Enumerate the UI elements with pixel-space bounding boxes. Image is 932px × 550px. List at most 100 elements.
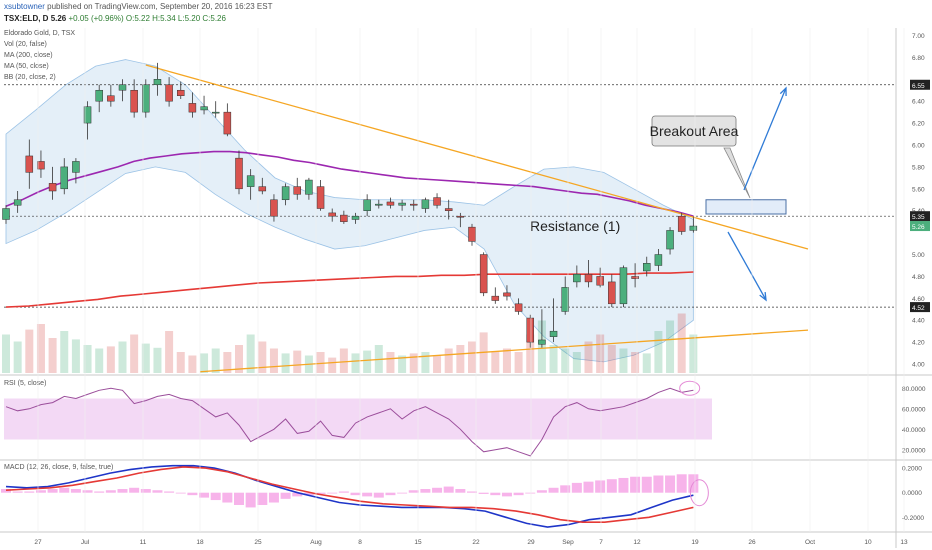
macd-histogram-bar	[665, 475, 676, 493]
candle-body	[107, 95, 115, 102]
macd-histogram-bar	[140, 489, 151, 493]
macd-histogram-bar	[129, 487, 140, 493]
macd-histogram-bar	[70, 489, 81, 493]
macd-histogram-bar	[82, 490, 93, 493]
breakout-zone-box	[705, 199, 787, 215]
macd-histogram-bar	[536, 490, 547, 493]
volume-bar	[677, 313, 686, 373]
candle-body	[13, 199, 22, 206]
rsi-tick-label: 20.0000	[902, 447, 926, 454]
candle-body	[456, 215, 465, 218]
candle-body	[619, 267, 628, 305]
candle-body	[643, 263, 651, 272]
candle-body	[677, 215, 686, 232]
macd-histogram-bar	[525, 492, 536, 494]
volume-bar	[13, 341, 22, 373]
time-tick-label: 18	[196, 539, 204, 546]
rsi-study-label[interactable]: RSI (5, close)	[4, 380, 47, 387]
candle-body	[538, 339, 546, 345]
time-tick-label: 13	[900, 539, 908, 546]
rsi-tick-label: 80.0000	[902, 386, 926, 393]
time-tick-label: Oct	[805, 539, 815, 546]
candle-body	[386, 201, 395, 206]
candle-body	[281, 186, 290, 201]
candle-body	[468, 226, 476, 242]
macd-histogram-bar	[280, 492, 291, 499]
volume-bar	[456, 345, 465, 373]
ma200-study-label[interactable]: MA (200, close)	[4, 52, 53, 59]
macd-tick-label: -0.2000	[902, 515, 924, 522]
candle-body	[549, 330, 558, 337]
candle-body	[608, 281, 616, 305]
price-tick-label: 4.20	[912, 340, 925, 347]
candle-body	[491, 295, 500, 301]
price-tag	[910, 221, 930, 232]
macd-histogram-bar	[268, 492, 279, 503]
ohlc-values: O:5.22 H:5.34 L:5.20 C:5.26	[125, 14, 226, 23]
price-tick-label: 6.00	[912, 143, 925, 150]
candle-body	[351, 215, 360, 220]
volume-bar	[386, 352, 395, 373]
ma50-study-label[interactable]: MA (50, close)	[4, 63, 49, 70]
macd-pane: 0.2000 0.0000 -0.2000	[1, 464, 924, 528]
macd-histogram-bar	[385, 492, 396, 496]
rsi-tick-label: 60.0000	[902, 406, 926, 413]
candle-body	[316, 186, 325, 209]
time-tick-label: Sep	[562, 539, 574, 546]
candle-body	[258, 186, 267, 192]
volume-bar	[316, 352, 325, 373]
volume-bar	[398, 355, 407, 373]
volume-study-label[interactable]: Vol (20, false)	[4, 41, 47, 48]
candle-body	[37, 161, 45, 170]
candle-body	[410, 203, 418, 206]
volume-bar	[526, 334, 535, 373]
candle-body	[631, 276, 639, 279]
volume-bar	[549, 345, 558, 373]
macd-histogram-bar	[618, 477, 629, 493]
macd-histogram-bar	[630, 476, 641, 493]
volume-bar	[223, 352, 232, 373]
macd-tick-label: 0.2000	[902, 466, 922, 473]
macd-histogram-bar	[24, 491, 35, 493]
time-tick-label: 15	[414, 539, 422, 546]
candle-body	[48, 183, 57, 192]
macd-histogram-bar	[443, 486, 454, 493]
volume-bars	[2, 313, 698, 373]
price-tick-label: 6.40	[912, 99, 925, 106]
time-tick-label: 8	[358, 539, 362, 546]
price-tick-label: 6.20	[912, 121, 925, 128]
macd-study-label[interactable]: MACD (12, 26, close, 9, false, true)	[4, 464, 114, 471]
volume-bar	[409, 353, 418, 373]
price-tag-label: 4.52	[912, 305, 925, 312]
macd-histogram-bar	[47, 489, 58, 493]
candle-body	[188, 103, 197, 113]
candle-body	[479, 254, 488, 294]
time-tick-label: Aug	[310, 539, 322, 546]
price-tag-label: 5.35	[912, 214, 925, 221]
bb-study-label[interactable]: BB (20, close, 2)	[4, 74, 56, 81]
candlesticks	[2, 62, 698, 348]
macd-line	[5, 464, 694, 528]
last-price: 5.26	[50, 14, 67, 23]
symbol-label: TSX:ELD, D	[4, 14, 49, 23]
candle-body	[83, 106, 92, 124]
time-tick-label: 27	[34, 539, 42, 546]
volume-bar	[258, 341, 267, 373]
rsi-highlight-circle	[679, 380, 701, 396]
candle-body	[177, 89, 185, 96]
volume-bar	[421, 352, 430, 373]
candle-body	[526, 317, 534, 343]
candle-body	[654, 254, 663, 266]
resistance-label: Resistance (1)	[530, 218, 620, 234]
volume-bar	[584, 341, 593, 373]
volume-bar	[433, 355, 442, 373]
signal-line	[5, 466, 694, 524]
author-link[interactable]: xsubtowner	[4, 2, 45, 11]
candle-body	[130, 89, 138, 113]
chart-header: xsubtowner published on TradingView.com,…	[0, 0, 932, 28]
time-tick-label: 11	[140, 539, 147, 546]
macd-histogram-bar	[397, 492, 408, 494]
volume-bar	[689, 334, 698, 373]
macd-histogram-bar	[501, 492, 512, 497]
